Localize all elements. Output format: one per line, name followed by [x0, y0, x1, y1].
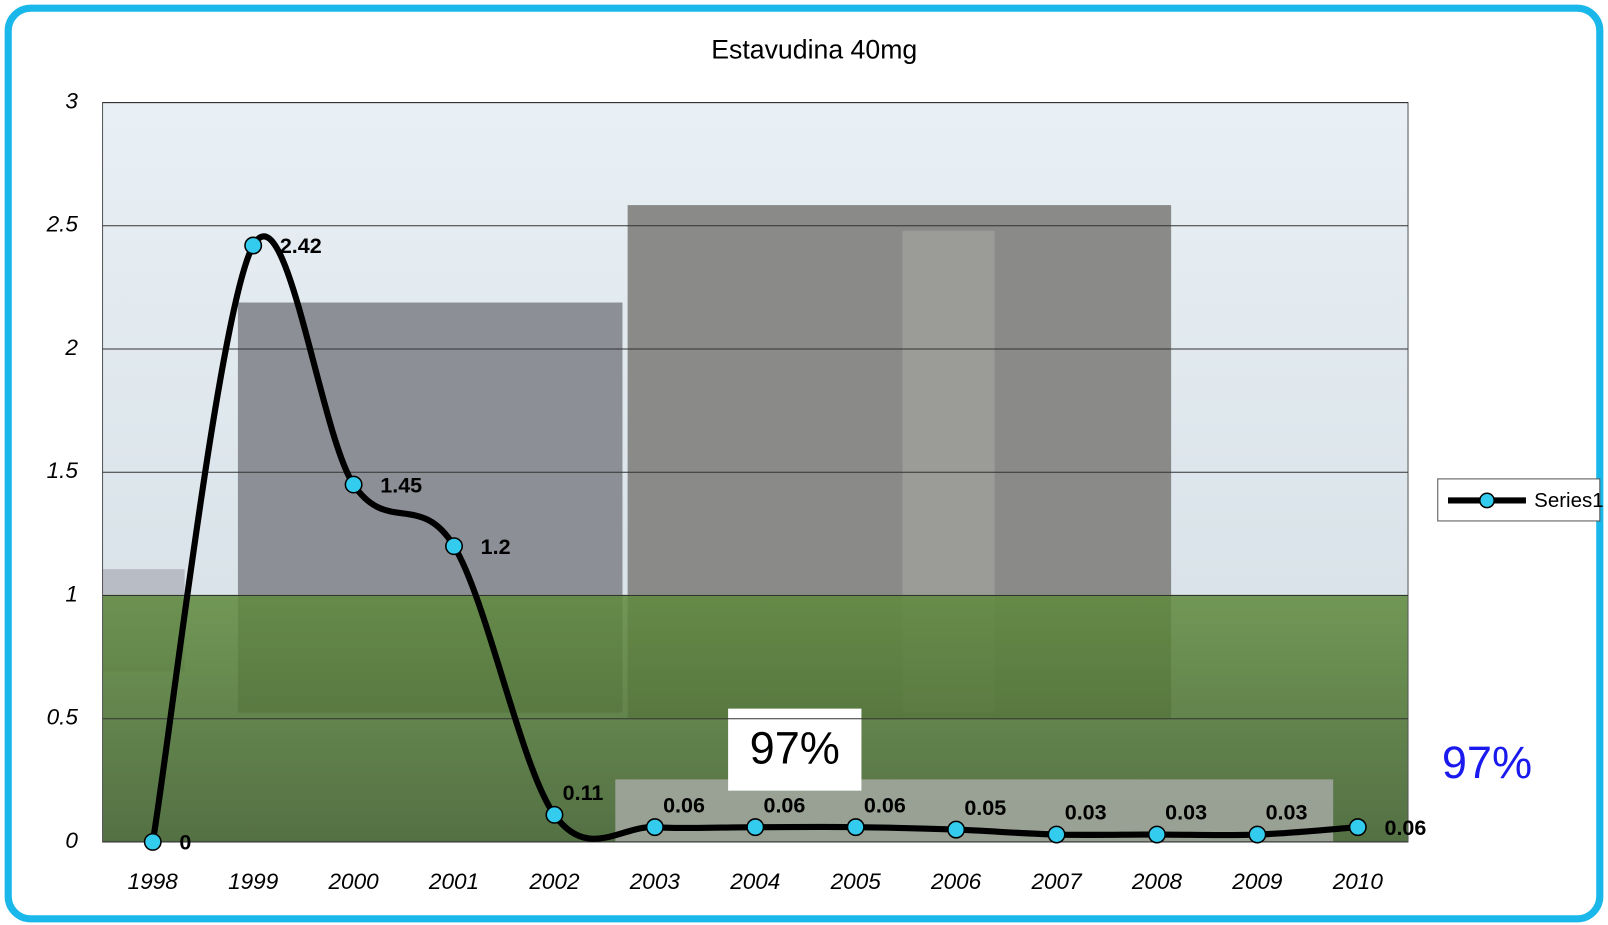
y-tick-label: 2: [64, 335, 78, 360]
y-tick-label: 3: [65, 89, 78, 114]
marker: [545, 805, 564, 824]
y-tick-label: 1.5: [47, 458, 79, 483]
marker: [344, 475, 363, 494]
data-label: 0.06: [763, 793, 805, 817]
y-tick-label: 2.5: [46, 212, 79, 237]
x-tick-label: 2005: [830, 869, 882, 894]
annotation-box: [728, 708, 862, 791]
data-label: 0.03: [1266, 801, 1308, 825]
marker: [143, 832, 162, 851]
marker: [1147, 825, 1166, 844]
x-tick-label: 1999: [228, 869, 279, 894]
data-label: 1.2: [481, 535, 511, 559]
marker: [846, 818, 865, 837]
data-label: 1.45: [380, 473, 422, 497]
y-tick-label: 0: [65, 828, 78, 853]
data-label: 0.06: [663, 793, 705, 817]
marker: [445, 537, 463, 556]
x-tick-label: 2006: [930, 869, 982, 894]
data-label: 0.05: [964, 796, 1006, 820]
x-tick-label: 2001: [428, 869, 479, 894]
annotation: 97%: [1442, 737, 1532, 788]
data-label: 0.03: [1065, 801, 1107, 825]
data-label: 0.06: [864, 793, 906, 817]
x-tick-label: 1998: [128, 869, 179, 894]
x-tick-label: 2004: [729, 869, 780, 894]
x-tick-label: 2002: [528, 869, 580, 894]
marker: [1248, 825, 1267, 844]
line: [149, 233, 1359, 843]
marker: [746, 818, 765, 837]
data-label: 0.11: [563, 781, 604, 805]
data-label: 0.06: [1384, 816, 1426, 840]
legend-marker: [1479, 492, 1495, 509]
y-tick-label: 1: [65, 581, 78, 606]
marker: [947, 820, 966, 839]
x-tick-label: 2008: [1131, 869, 1183, 894]
x-tick-label: 2010: [1332, 869, 1384, 894]
data-label: 2.42: [280, 234, 322, 258]
marker: [645, 818, 664, 837]
annotation: 97%: [750, 723, 840, 774]
x-tick-label: 2009: [1231, 869, 1283, 894]
marker: [1348, 818, 1367, 837]
marker: [1047, 825, 1066, 844]
marker: [244, 236, 263, 255]
legend-label: Series1: [1534, 489, 1604, 512]
data-label: 0.03: [1165, 801, 1207, 825]
data-label: 0: [179, 831, 191, 855]
y-tick-label: 0.5: [47, 705, 79, 730]
x-tick-label: 2000: [328, 869, 380, 894]
x-tick-label: 2003: [629, 869, 681, 894]
chart-title: Estavudina 40mg: [711, 34, 917, 64]
x-tick-label: 2007: [1030, 869, 1083, 894]
